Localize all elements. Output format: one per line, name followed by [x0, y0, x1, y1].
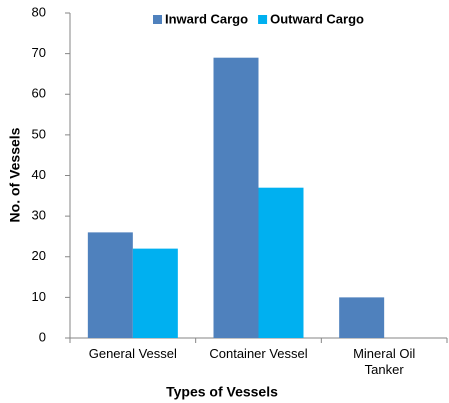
bar	[132, 248, 178, 338]
legend-swatch	[258, 15, 268, 24]
bar	[258, 187, 304, 338]
y-tick-label: 30	[32, 208, 46, 223]
y-tick-label: 60	[32, 86, 46, 101]
bar	[339, 297, 385, 338]
legend-label: Inward Cargo	[165, 11, 248, 26]
bar	[213, 57, 259, 338]
y-tick-label: 40	[32, 167, 46, 182]
y-tick-label: 0	[39, 329, 46, 344]
y-tick-label: 70	[32, 45, 46, 60]
x-tick-label: Mineral Oil Tanker	[353, 346, 416, 377]
y-tick-label: 20	[32, 248, 46, 263]
x-tick-label: General Vessel	[88, 346, 177, 361]
bar	[87, 232, 133, 338]
x-axis-title: Types of Vessels	[166, 384, 278, 400]
x-tick-label: Container Vessel	[209, 346, 308, 361]
legend-label: Outward Cargo	[270, 11, 364, 26]
y-axis-title: No. of Vessels	[7, 127, 23, 222]
legend-swatch	[153, 15, 162, 24]
y-tick-label: 80	[32, 4, 46, 19]
y-tick-label: 10	[32, 289, 46, 304]
y-tick-label: 50	[32, 126, 46, 141]
